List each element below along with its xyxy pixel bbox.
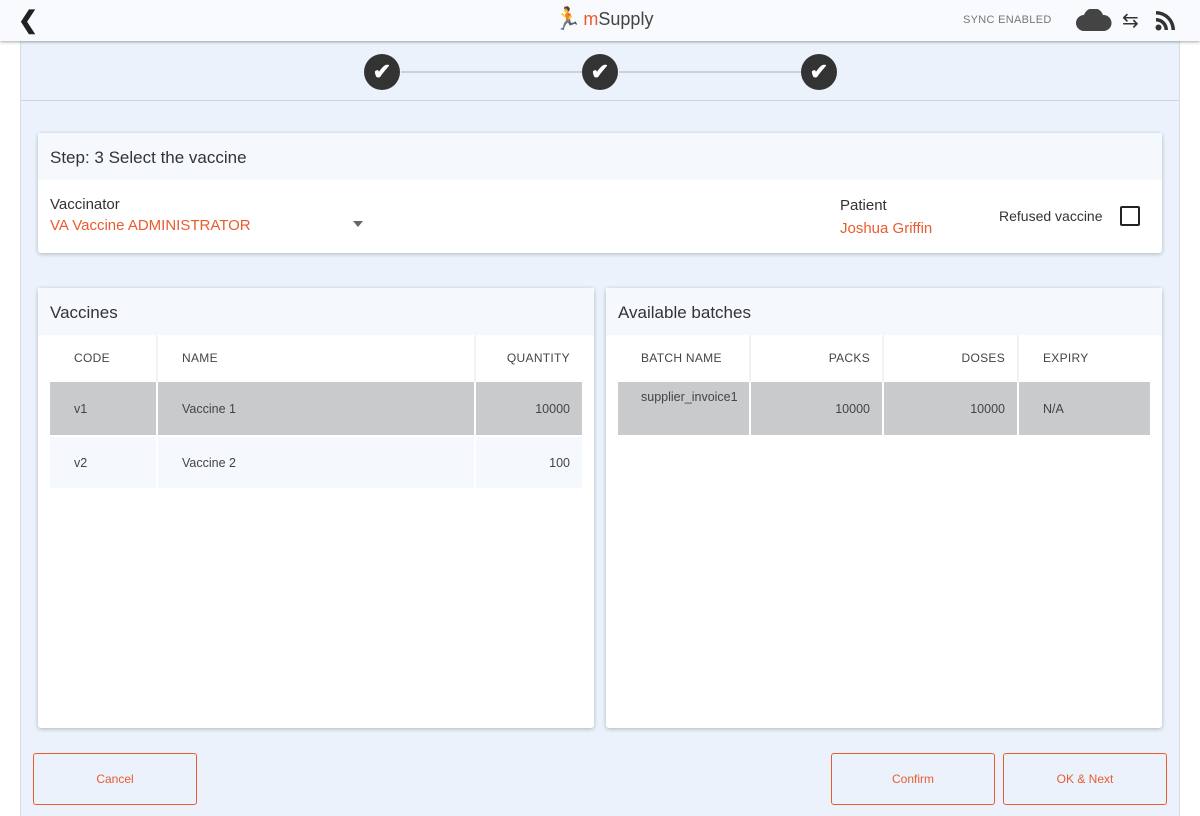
step-1-check-icon[interactable]: ✔ bbox=[364, 54, 400, 90]
batches-card: Available batches BATCH NAME PACKS DOSES… bbox=[606, 288, 1162, 728]
vaccines-card: Vaccines CODE NAME QUANTITY v1 Vaccine 1… bbox=[38, 288, 594, 728]
msupply-logo: 🏃 mSupply bbox=[554, 6, 653, 32]
vaccinator-select[interactable]: VA Vaccine ADMINISTRATOR bbox=[50, 217, 251, 234]
row-doses: 10000 bbox=[970, 401, 1005, 416]
col-batch-name[interactable]: BATCH NAME bbox=[641, 350, 722, 365]
dropdown-caret-icon[interactable] bbox=[353, 221, 363, 227]
row-name: Vaccine 1 bbox=[182, 401, 236, 416]
table-row[interactable]: v2 Vaccine 2 100 bbox=[50, 437, 582, 488]
sync-arrows-icon[interactable]: ⇆ bbox=[1122, 10, 1139, 32]
cancel-button[interactable]: Cancel bbox=[33, 753, 197, 805]
top-bar: ❮ 🏃 mSupply SYNC ENABLED ⇆ bbox=[0, 0, 1200, 41]
col-expiry[interactable]: EXPIRY bbox=[1043, 350, 1089, 365]
stepper-connector bbox=[401, 71, 601, 73]
refused-vaccine-label: Refused vaccine bbox=[999, 208, 1103, 224]
vaccinator-label: Vaccinator bbox=[50, 196, 120, 213]
vaccines-title: Vaccines bbox=[38, 288, 594, 335]
stepper: ✔ ✔ ✔ bbox=[21, 41, 1179, 101]
row-batch-name: supplier_invoice1 bbox=[641, 390, 738, 404]
logo-text: mSupply bbox=[583, 8, 654, 29]
batches-title: Available batches bbox=[606, 288, 1162, 335]
row-code: v1 bbox=[74, 401, 88, 416]
step-2-check-icon[interactable]: ✔ bbox=[582, 54, 618, 90]
row-code: v2 bbox=[74, 455, 88, 470]
ok-next-button[interactable]: OK & Next bbox=[1003, 753, 1167, 805]
col-quantity[interactable]: QUANTITY bbox=[506, 350, 570, 365]
row-quantity: 10000 bbox=[535, 401, 570, 416]
back-chevron-icon[interactable]: ❮ bbox=[18, 7, 39, 34]
confirm-button[interactable]: Confirm bbox=[831, 753, 995, 805]
patient-label: Patient bbox=[840, 197, 887, 214]
step-card: Step: 3 Select the vaccine Vaccinator VA… bbox=[38, 133, 1162, 253]
sync-status: SYNC ENABLED bbox=[963, 14, 1052, 26]
vaccines-table-header: CODE NAME QUANTITY bbox=[50, 335, 582, 382]
patient-name: Joshua Griffin bbox=[840, 220, 933, 237]
step-3-check-icon[interactable]: ✔ bbox=[801, 54, 837, 90]
table-row[interactable]: v1 Vaccine 1 10000 bbox=[50, 382, 582, 435]
row-quantity: 100 bbox=[549, 455, 570, 470]
rss-icon[interactable] bbox=[1155, 9, 1177, 31]
col-packs[interactable]: PACKS bbox=[828, 350, 870, 365]
batches-table-header: BATCH NAME PACKS DOSES EXPIRY bbox=[618, 335, 1150, 382]
stepper-connector bbox=[619, 71, 819, 73]
row-packs: 10000 bbox=[835, 401, 870, 416]
logo-figure-icon: 🏃 bbox=[554, 6, 582, 31]
col-doses[interactable]: DOSES bbox=[961, 350, 1005, 365]
row-expiry: N/A bbox=[1043, 401, 1064, 416]
cloud-icon[interactable] bbox=[1076, 9, 1112, 31]
step-title: Step: 3 Select the vaccine bbox=[38, 133, 1162, 180]
col-code[interactable]: CODE bbox=[74, 350, 110, 365]
col-name[interactable]: NAME bbox=[182, 350, 218, 365]
refused-vaccine-checkbox[interactable] bbox=[1120, 206, 1140, 226]
row-name: Vaccine 2 bbox=[182, 455, 236, 470]
table-row[interactable]: supplier_invoice1 10000 10000 N/A bbox=[618, 382, 1150, 435]
